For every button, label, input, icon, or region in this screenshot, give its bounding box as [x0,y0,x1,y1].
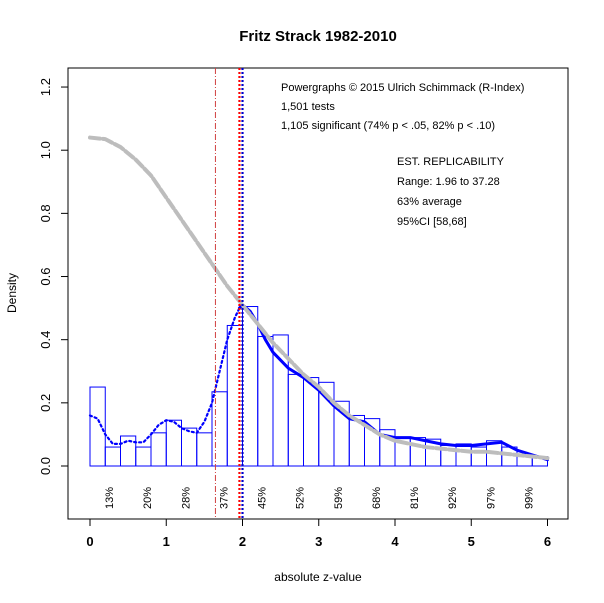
annotation-average: 63% average [397,196,462,208]
x-axis-title: absolute z-value [274,570,362,584]
annotation-ci: 95%CI [58,68] [397,216,467,228]
percent-label: 97% [485,487,497,509]
reference-lines [214,68,244,519]
histogram-bar [287,373,304,467]
percent-label: 20% [142,487,154,509]
histogram-bar [89,386,106,467]
percent-label: 92% [447,487,459,509]
percent-label: 37% [218,487,230,509]
histogram-bar [211,391,228,467]
y-tick-label: 1.0 [38,141,53,159]
y-tick-label: 0.2 [38,394,53,412]
histogram-bar [196,432,213,467]
fit-curve-1 [237,303,549,462]
annotation-significant: 1,105 significant (74% p < .05, 82% p < … [281,120,495,132]
x-tick-label: 1 [163,534,170,549]
percent-label: 81% [409,487,421,509]
histogram-bar [150,432,167,467]
histogram-bar [242,306,259,467]
x-tick-label: 6 [544,534,551,549]
histogram-bar [120,435,137,467]
y-tick-label: 0.6 [38,267,53,285]
fit-curves [88,135,550,462]
percent-label: 99% [523,487,535,509]
fit-curve-2 [88,135,550,461]
annotation-copyright: Powergraphs © 2015 Ulrich Schimmack (R-I… [281,82,524,94]
x-tick-label: 3 [315,534,322,549]
histogram-bar [135,446,152,467]
histogram-bar [303,377,320,467]
annotation-range: Range: 1.96 to 37.28 [397,176,500,188]
histogram-bar [409,437,426,467]
histogram-bar [455,443,472,467]
percent-label: 13% [104,487,116,509]
x-tick-label: 2 [239,534,246,549]
power-percent-labels: 13% 20% 28% 37% 45% 52% 59% 68% 81% 92% 97% 99% [104,487,535,509]
x-tick-label: 0 [86,534,93,549]
fit-curve-0 [88,307,241,445]
annotations: Powergraphs © 2015 Ulrich Schimmack (R-I… [281,82,524,228]
y-tick-label: 0.8 [38,204,53,222]
percent-label: 52% [295,487,307,509]
x-tick-label: 4 [391,534,399,549]
histogram-bar [257,336,274,467]
percent-label: 68% [371,487,383,509]
percent-label: 59% [333,487,345,509]
y-tick-label: 1.2 [38,78,53,96]
x-tick-label: 5 [468,534,475,549]
axes: 0 1 2 3 4 5 6 0.0 0.2 0.4 0.6 0.8 1.0 1.2 [38,78,551,549]
chart-title: Fritz Strack 1982-2010 [239,28,397,45]
y-tick-label: 0.4 [38,331,53,349]
histogram-bar [181,427,198,467]
y-axis-title: Density [5,273,19,313]
annotation-replicability-heading: EST. REPLICABILITY [397,156,505,168]
annotation-tests: 1,501 tests [281,101,335,113]
percent-label: 45% [257,487,269,509]
percent-label: 28% [180,487,192,509]
y-tick-label: 0.0 [38,457,53,475]
histogram-bar [104,446,121,467]
